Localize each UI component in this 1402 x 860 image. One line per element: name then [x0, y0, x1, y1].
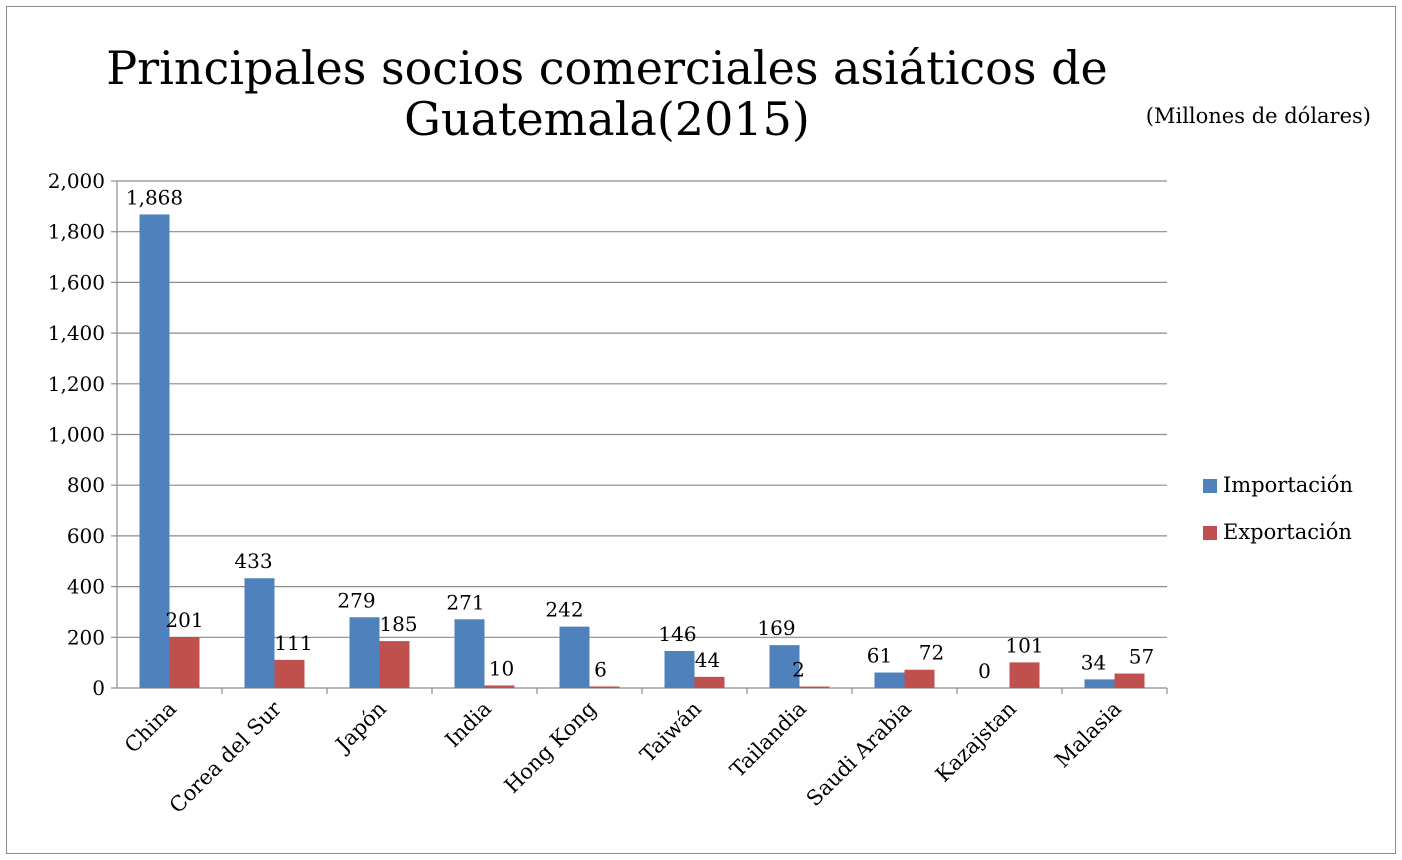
chart-title: Principales socios comerciales asiáticos… [106, 41, 1108, 146]
y-tick-label: 0 [92, 676, 105, 700]
data-label: 61 [867, 644, 892, 668]
bar-exportacion [904, 669, 935, 688]
data-label: 242 [545, 598, 583, 622]
y-tick-label: 2,000 [48, 169, 105, 193]
y-tick-label: 1,000 [48, 423, 105, 447]
axes: 0 200 400 600 800 1,000 1,200 1,400 1,600 1,800 2,… [48, 169, 1168, 700]
chart-frame: Principales socios comerciales asiáticos… [6, 6, 1396, 854]
y-tick-label: 400 [67, 575, 105, 599]
bar-importacion [874, 672, 905, 688]
bar-importacion [1084, 679, 1115, 688]
data-label: 169 [757, 616, 795, 640]
chart-svg: Principales socios comerciales asiáticos… [48, 41, 1371, 818]
category-label: India [441, 697, 497, 753]
bar-exportacion [484, 685, 515, 688]
data-label: 201 [165, 608, 203, 632]
data-label: 279 [337, 588, 375, 612]
legend-label: Importación [1223, 473, 1353, 497]
legend-label: Exportación [1223, 520, 1352, 544]
bar-exportacion [694, 676, 725, 688]
bar-exportacion [379, 641, 410, 688]
data-label: 57 [1129, 645, 1154, 669]
category-label: Tailandia [725, 697, 811, 783]
category-label: Hong Kong [500, 697, 601, 798]
legend: Importación Exportación [1203, 473, 1353, 544]
legend-swatch [1203, 526, 1217, 540]
y-tick-label: 1,200 [48, 372, 105, 396]
bar-importacion [349, 617, 380, 688]
bar-importacion [559, 626, 590, 688]
category-label: Saudi Arabia [802, 697, 916, 811]
category-label: Corea del Sur [165, 696, 287, 818]
chart-title-line: Principales socios comerciales asiáticos… [106, 41, 1108, 95]
bar-importacion [454, 619, 485, 688]
data-label: 185 [379, 612, 417, 636]
data-label: 146 [658, 622, 696, 646]
gridlines [117, 180, 1167, 638]
bar-importacion [769, 645, 800, 688]
category-label: China [120, 697, 181, 758]
data-label: 72 [919, 641, 944, 665]
bar-exportacion [169, 637, 200, 688]
bar-importacion [244, 578, 275, 688]
category-label: Japón [330, 697, 391, 758]
data-label: 101 [1005, 633, 1043, 657]
bar-exportacion [1009, 662, 1040, 688]
y-tick-label: 1,400 [48, 321, 105, 345]
y-tick-label: 800 [67, 473, 105, 497]
data-label: 1,868 [126, 185, 183, 209]
data-label: 6 [594, 657, 607, 681]
bar-exportacion [589, 686, 620, 688]
category-label: Taiwán [636, 697, 706, 767]
unit-note: (Millones de dólares) [1146, 104, 1371, 128]
data-label: 2 [792, 658, 805, 682]
data-label: 44 [695, 648, 720, 672]
data-label: 433 [234, 549, 272, 573]
bar-importacion [664, 650, 695, 688]
bars [139, 214, 1145, 688]
y-tick-label: 1,600 [48, 270, 105, 294]
legend-swatch [1203, 479, 1217, 493]
data-label: 111 [274, 631, 312, 655]
y-tick-label: 200 [67, 625, 105, 649]
data-label: 10 [489, 656, 514, 680]
y-tick-label: 1,800 [48, 220, 105, 244]
bar-importacion [139, 214, 170, 688]
data-label: 0 [978, 659, 991, 683]
category-label: Malasia [1050, 697, 1126, 773]
data-label: 271 [446, 590, 484, 614]
y-tick-label: 600 [67, 524, 105, 548]
data-label: 34 [1081, 650, 1106, 674]
bar-exportacion [799, 686, 830, 688]
chart-title-line: Guatemala(2015) [404, 92, 810, 146]
bar-exportacion [1114, 673, 1145, 688]
bar-exportacion [274, 659, 305, 688]
category-label: Kazajstan [931, 697, 1021, 787]
